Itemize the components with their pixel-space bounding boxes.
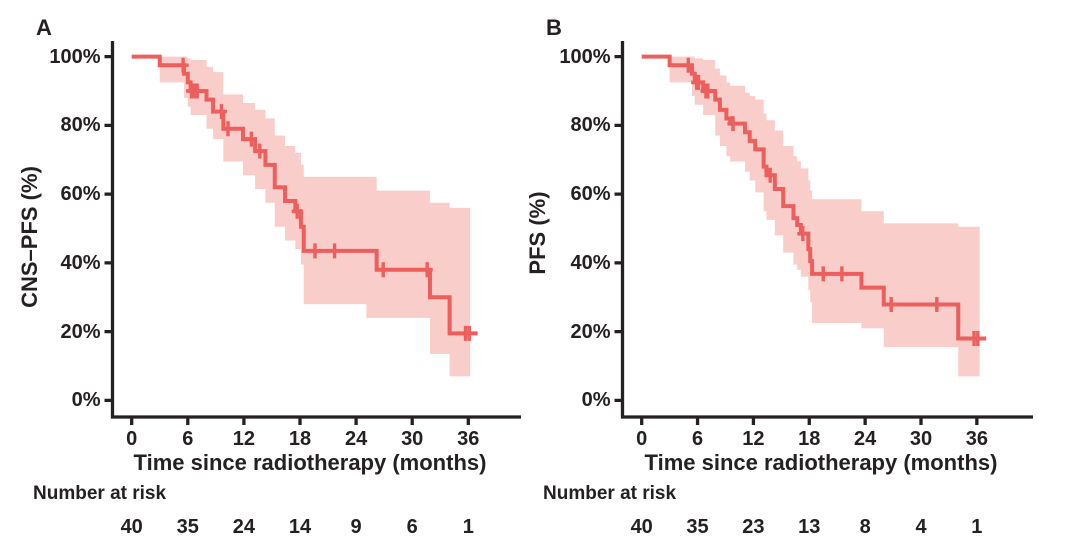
censor-marks-b	[682, 57, 984, 347]
y-tick-label-b: 40%	[570, 251, 611, 274]
y-tick-label-a: 20%	[60, 320, 101, 343]
risk-count-a: 40	[120, 516, 143, 538]
x-tick-label-b: 6	[691, 428, 704, 450]
panel-label-b: B	[546, 15, 562, 40]
censor-mark	[377, 262, 389, 278]
censor-mark	[702, 83, 714, 99]
risk-count-a: 6	[406, 516, 418, 538]
x-tick-label-b: 30	[909, 428, 933, 450]
y-tick-label-b: 80%	[570, 114, 611, 137]
risk-count-a: 24	[232, 516, 256, 538]
censor-mark	[329, 243, 341, 259]
censor-mark	[836, 266, 848, 282]
x-tick-label-b: 18	[798, 428, 821, 450]
ci-band-b	[669, 56, 980, 377]
y-tick-label-a: 60%	[60, 183, 101, 206]
censor-mark	[421, 262, 433, 278]
y-tick-label-b: 0%	[581, 389, 611, 412]
x-axis-title-b: Time since radiotherapy (months)	[644, 450, 998, 475]
censor-mark	[817, 266, 829, 282]
risk-count-a: 1	[462, 516, 474, 538]
panel-label-a: A	[36, 15, 52, 40]
censor-mark	[177, 57, 189, 73]
censor-mark	[463, 325, 475, 341]
ci-band-a	[159, 56, 471, 377]
x-tick-label-b: 36	[965, 428, 988, 450]
y-tick-label-b: 20%	[570, 320, 611, 343]
y-tick-label-a: 80%	[60, 114, 101, 137]
y-tick-label-b: 100%	[559, 45, 611, 68]
y-tick-label-a: 0%	[71, 389, 101, 412]
censor-mark	[931, 296, 943, 312]
x-tick-label-a: 6	[182, 428, 194, 450]
risk-count-a: 35	[176, 516, 199, 538]
censor-mark	[727, 116, 739, 132]
censor-mark	[764, 167, 776, 183]
x-tick-label-b: 12	[742, 428, 765, 450]
censor-marks-a	[177, 57, 475, 341]
censor-mark	[191, 83, 203, 99]
x-tick-label-a: 24	[344, 428, 368, 450]
y-axis-title-b: PFS (%)	[525, 191, 550, 275]
censor-mark	[222, 121, 234, 137]
x-tick-label-b: 0	[636, 428, 648, 450]
x-tick-label-a: 0	[126, 428, 138, 450]
x-tick-label-b: 24	[854, 428, 877, 450]
axes-a	[104, 41, 521, 425]
y-tick-label-a: 100%	[49, 45, 101, 68]
censor-mark	[291, 203, 303, 219]
censor-mark	[245, 131, 257, 147]
x-tick-label-a: 36	[457, 428, 480, 450]
censor-mark	[692, 74, 704, 90]
x-tick-label-a: 30	[401, 428, 424, 450]
censor-mark	[215, 104, 227, 120]
censor-mark	[885, 296, 897, 312]
y-tick-label-b: 60%	[570, 183, 611, 206]
risk-count-b: 13	[798, 516, 821, 538]
censor-mark	[309, 243, 321, 259]
censor-mark	[682, 57, 694, 73]
risk-count-b: 1	[971, 516, 983, 538]
censor-mark	[797, 226, 809, 242]
y-tick-label-a: 40%	[60, 251, 101, 274]
censor-mark	[972, 331, 984, 347]
x-tick-label-a: 18	[288, 428, 312, 450]
risk-count-a: 9	[350, 516, 362, 538]
censor-mark	[254, 143, 266, 159]
risk-count-b: 35	[686, 516, 709, 538]
risk-count-b: 4	[915, 516, 927, 538]
risk-count-b: 40	[630, 516, 653, 538]
x-tick-label-a: 12	[232, 428, 256, 450]
risk-count-b: 8	[859, 516, 871, 538]
x-axis-title-a: Time since radiotherapy (months)	[133, 450, 487, 475]
risk-table-label-b: Number at risk	[543, 483, 677, 504]
risk-table-label-a: Number at risk	[33, 483, 167, 504]
risk-count-b: 23	[742, 516, 765, 538]
risk-count-a: 14	[288, 516, 312, 538]
axes-b	[614, 41, 1033, 425]
